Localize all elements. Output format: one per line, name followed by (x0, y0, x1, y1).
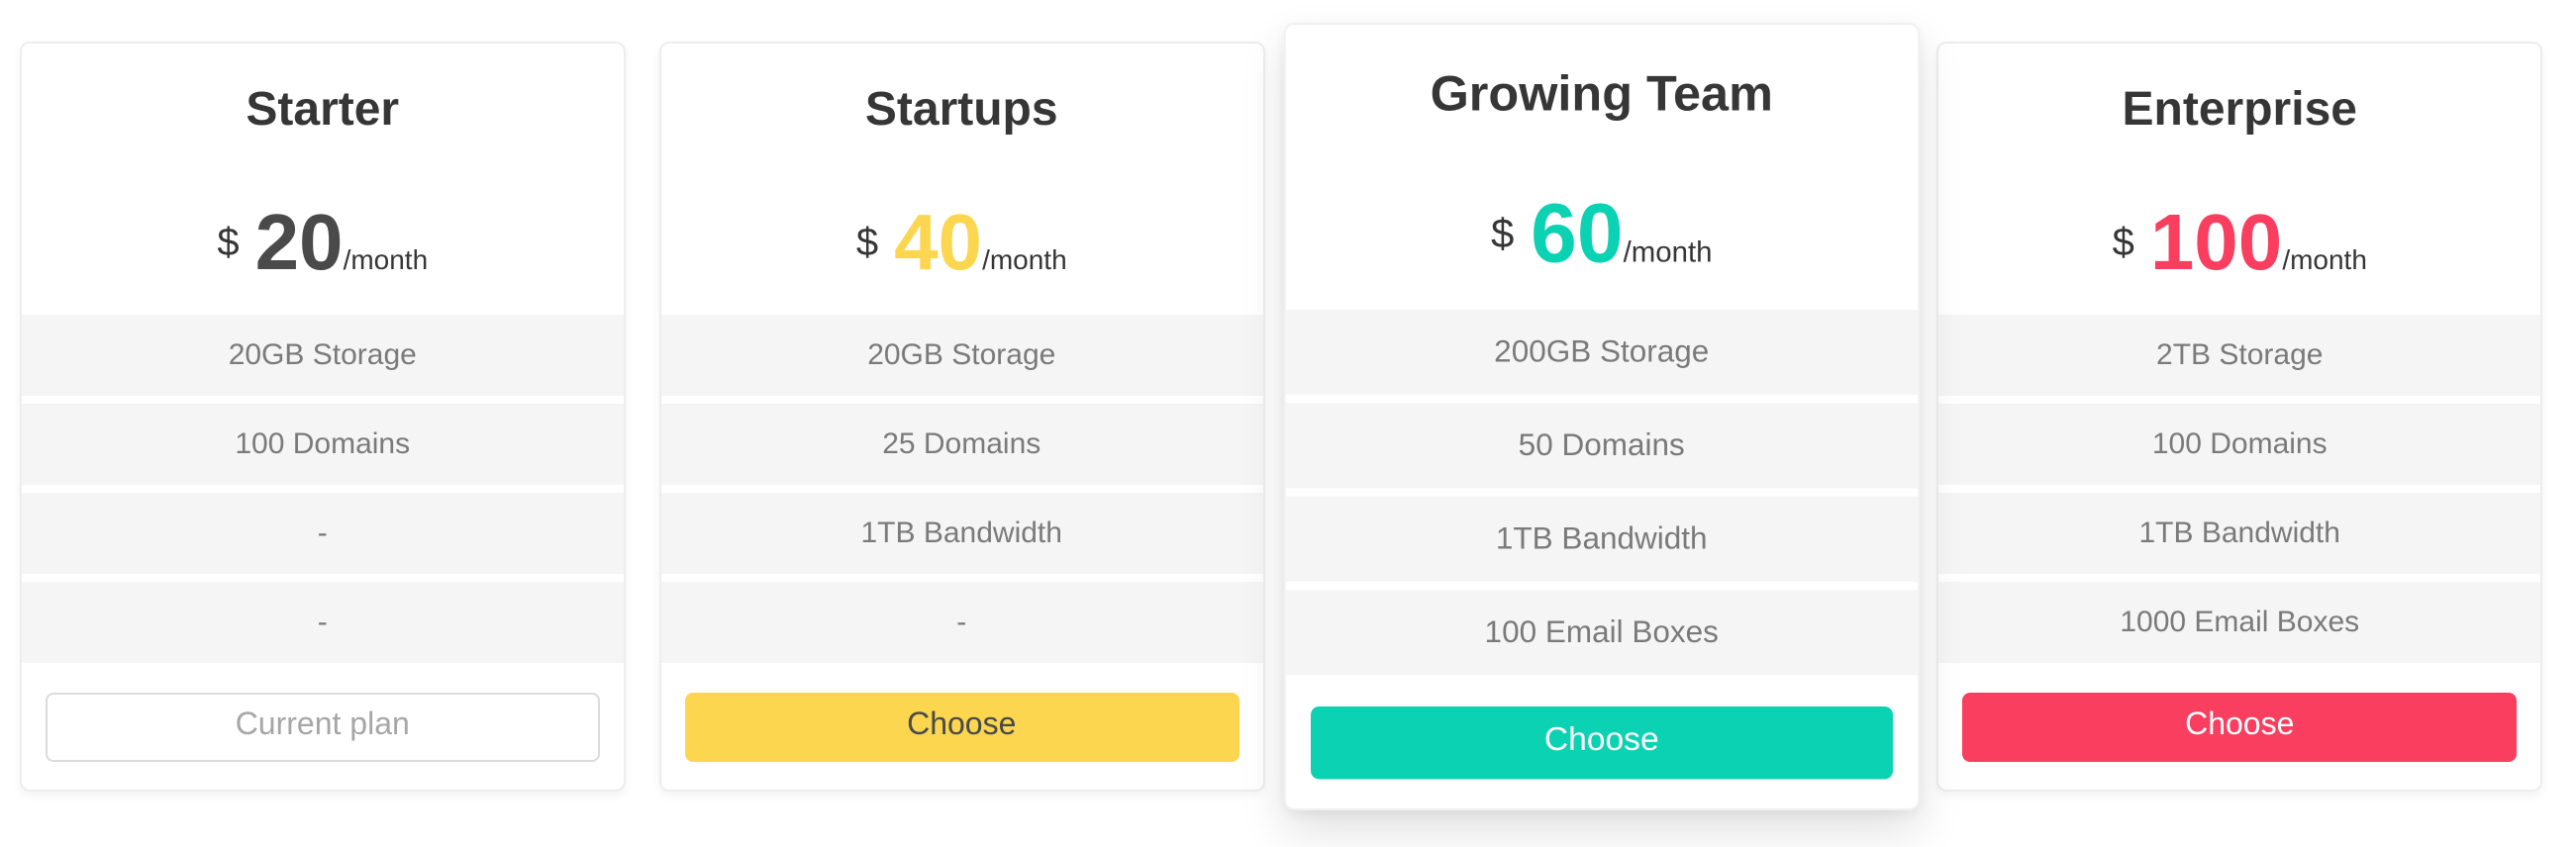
plan-items: 20GB Storage 100 Domains - - (22, 315, 624, 663)
plan-header: Enterprise $100/month (1939, 44, 2541, 315)
plan-price-amount: 60 (1530, 188, 1623, 281)
plan-feature: - (660, 582, 1262, 663)
pricing-table: Starter $20/month 20GB Storage 100 Domai… (20, 23, 2542, 810)
pricing-plan-starter: Starter $20/month 20GB Storage 100 Domai… (20, 42, 626, 792)
plan-name: Startups (864, 83, 1058, 137)
plan-price: $20/month (22, 200, 624, 305)
plan-price-currency: $ (1489, 213, 1514, 259)
plan-items: 200GB Storage 50 Domains 1TB Bandwidth 1… (1284, 309, 1917, 676)
plan-feature: - (22, 582, 624, 663)
plan-name: Growing Team (1429, 66, 1772, 123)
plan-feature: 20GB Storage (22, 315, 624, 404)
plan-price-period: /month (1622, 234, 1712, 268)
plan-feature: 200GB Storage (1284, 309, 1917, 404)
plan-header: Growing Team $60/month (1285, 25, 1917, 310)
plan-price: $60/month (1285, 189, 1917, 299)
plan-header: Startups $40/month (661, 44, 1263, 315)
plan-feature: 1TB Bandwidth (660, 493, 1262, 582)
choose-button[interactable]: Choose (1962, 692, 2517, 761)
plan-footer: Choose (1939, 663, 2541, 790)
plan-price-period: /month (982, 242, 1067, 275)
plan-feature: 25 Domains (660, 404, 1262, 493)
plan-feature: 100 Domains (1938, 404, 2540, 493)
plan-price-amount: 20 (254, 199, 344, 287)
choose-button[interactable]: Choose (1310, 705, 1892, 779)
plan-price-amount: 40 (894, 199, 983, 287)
pricing-plan-enterprise: Enterprise $100/month 2TB Storage 100 Do… (1936, 42, 2542, 792)
plan-feature: 2TB Storage (1938, 315, 2540, 404)
plan-feature: 100 Domains (22, 404, 624, 493)
plan-items: 2TB Storage 100 Domains 1TB Bandwidth 10… (1938, 315, 2540, 663)
pricing-plan-startups: Startups $40/month 20GB Storage 25 Domai… (658, 42, 1264, 792)
plan-feature: 20GB Storage (660, 315, 1262, 404)
plan-price-period: /month (2282, 242, 2367, 275)
plan-price-period: /month (343, 242, 429, 275)
plan-name: Enterprise (2122, 83, 2357, 137)
pricing-plan-growing-team: Growing Team $60/month 200GB Storage 50 … (1282, 23, 1919, 810)
plan-price: $40/month (661, 200, 1263, 305)
plan-price-currency: $ (217, 222, 240, 266)
current-plan-button[interactable]: Current plan (46, 692, 600, 761)
choose-button[interactable]: Choose (684, 692, 1238, 761)
plan-price-amount: 100 (2149, 199, 2283, 287)
plan-header: Starter $20/month (22, 44, 624, 315)
plan-feature: 50 Domains (1284, 403, 1917, 497)
plan-feature: 100 Email Boxes (1284, 590, 1917, 676)
plan-items: 20GB Storage 25 Domains 1TB Bandwidth - (660, 315, 1262, 663)
plan-footer: Choose (661, 663, 1263, 790)
plan-feature: 1TB Bandwidth (1284, 496, 1917, 591)
plan-feature: 1000 Email Boxes (1938, 582, 2540, 663)
plan-feature: - (22, 493, 624, 582)
plan-name: Starter (246, 83, 400, 137)
plan-feature: 1TB Bandwidth (1938, 493, 2540, 582)
plan-price-currency: $ (2112, 222, 2134, 266)
plan-price: $100/month (1939, 200, 2541, 305)
plan-footer: Current plan (22, 663, 624, 790)
plan-footer: Choose (1285, 675, 1917, 807)
plan-price-currency: $ (855, 222, 879, 266)
